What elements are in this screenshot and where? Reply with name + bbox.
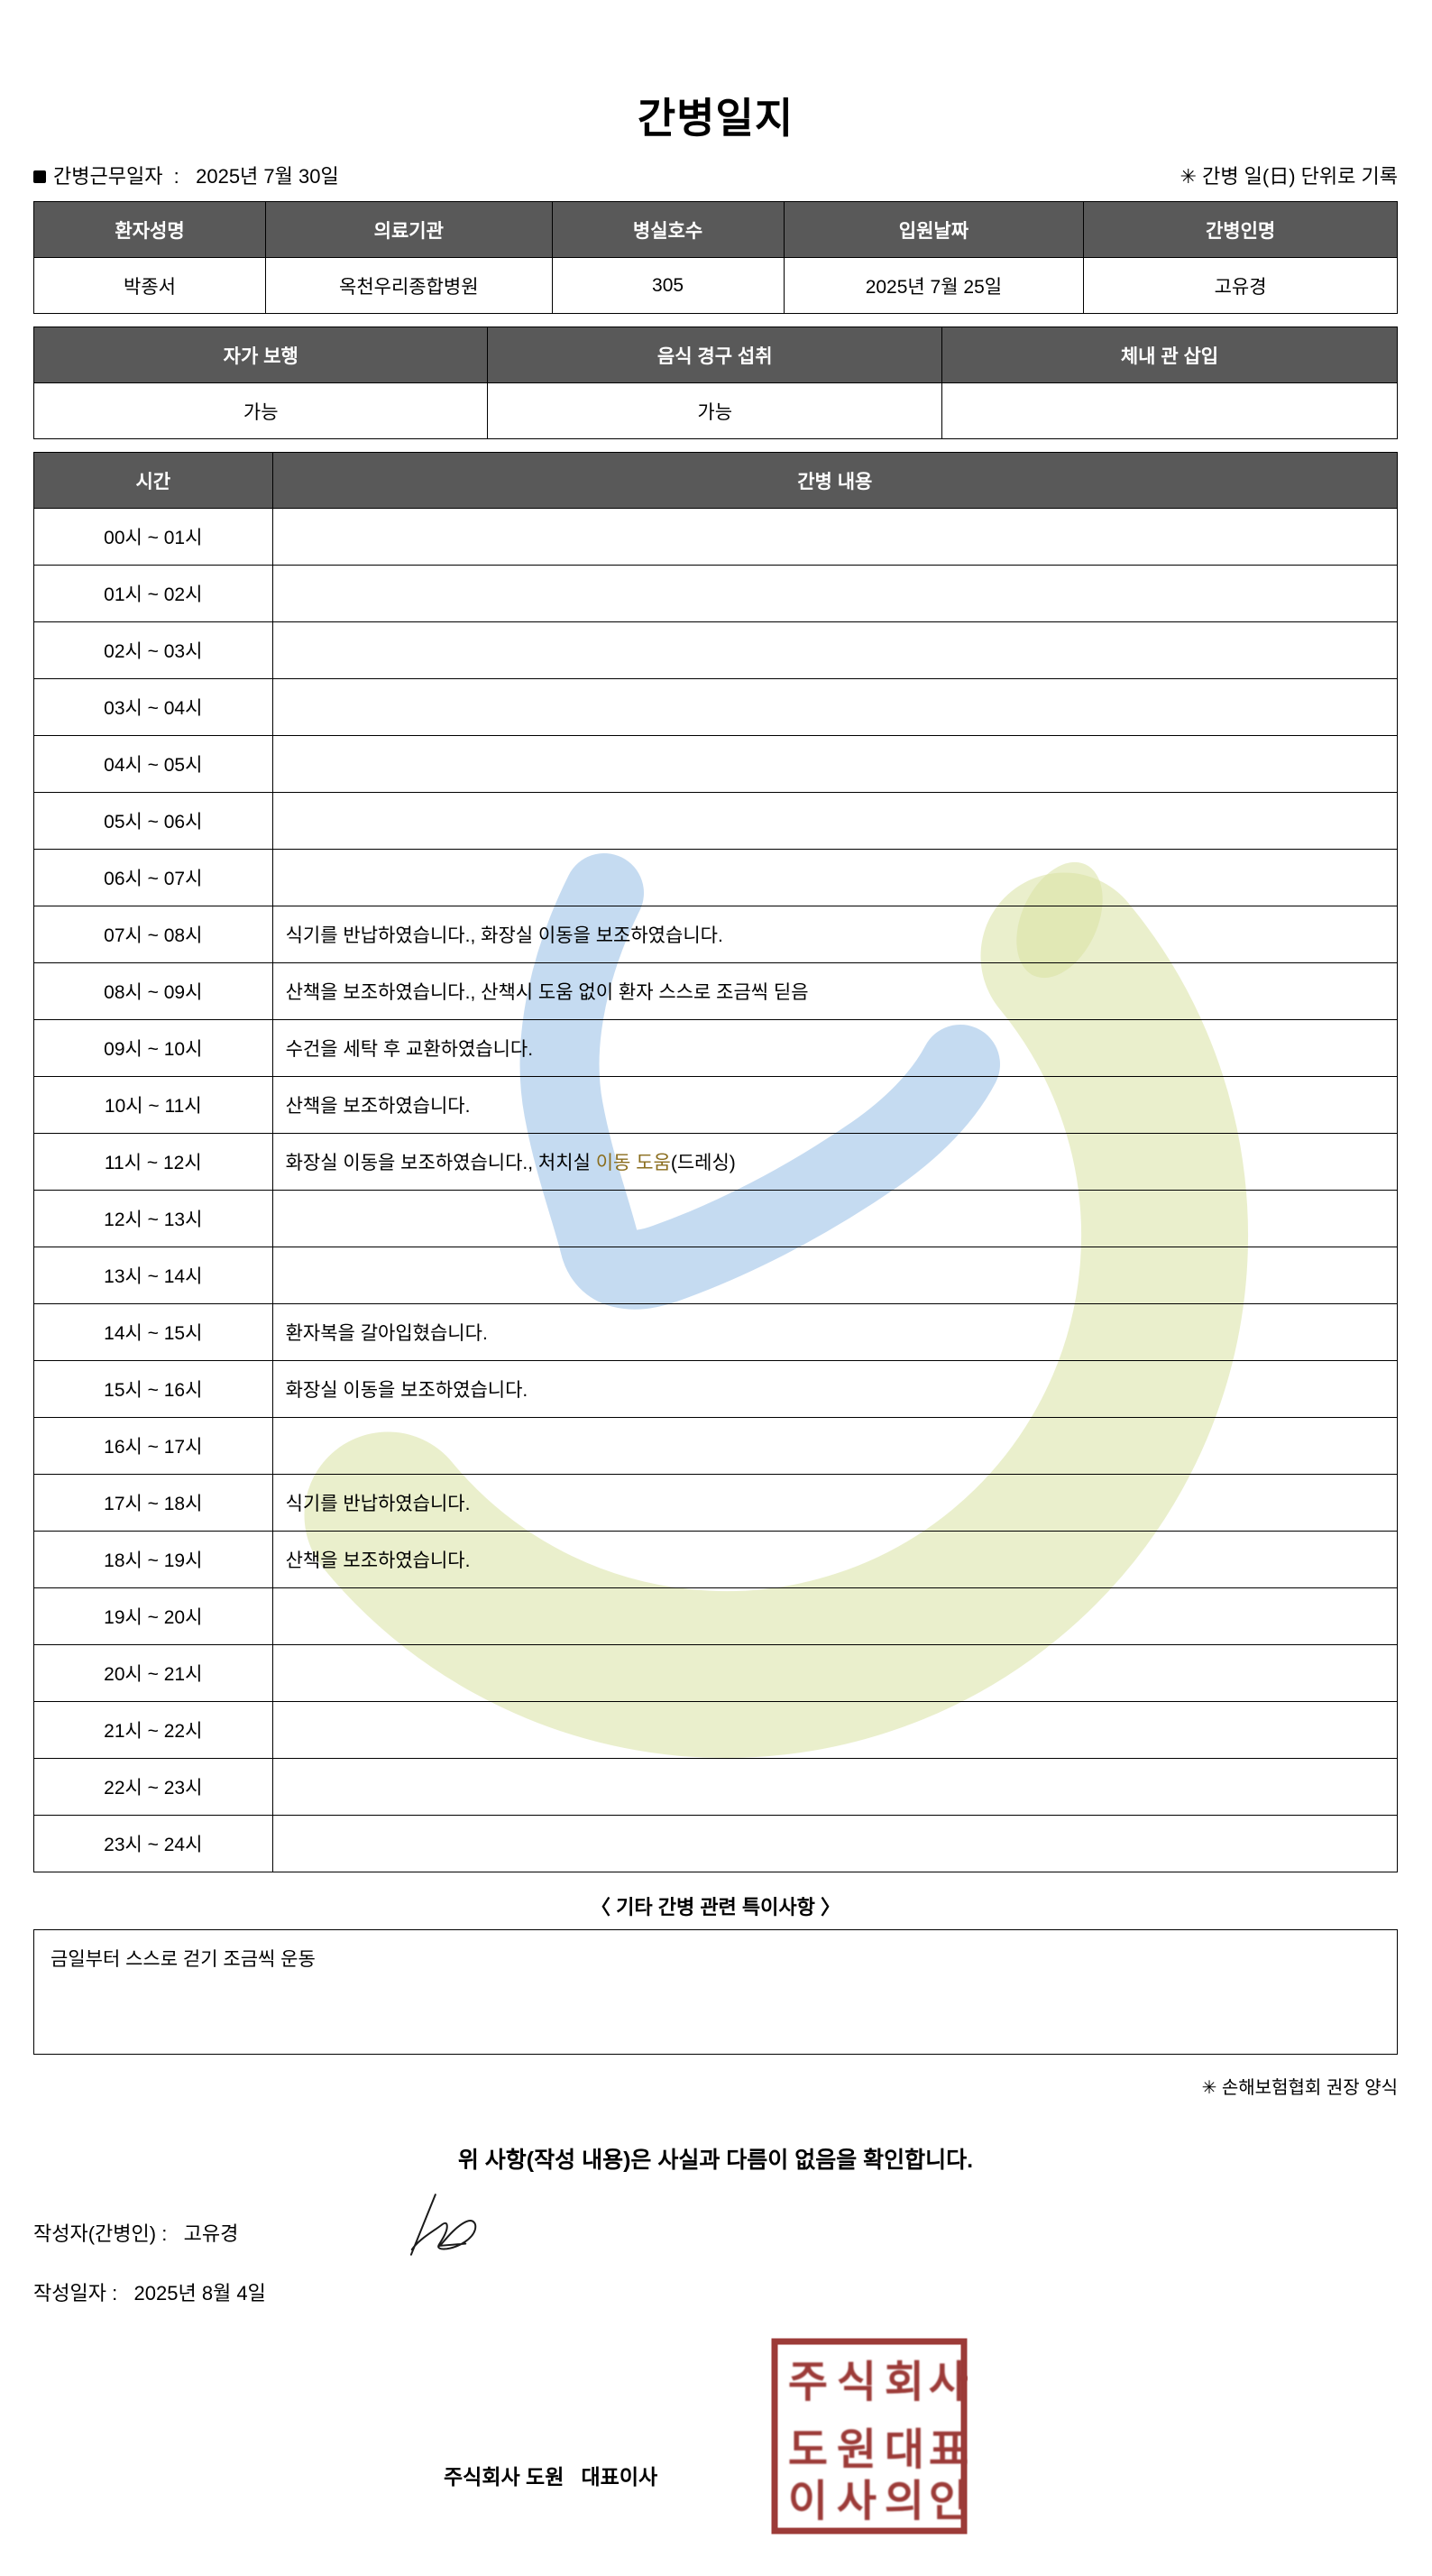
svg-text:표: 표 (929, 2426, 968, 2474)
svg-text:사: 사 (929, 2359, 968, 2406)
svg-text:주: 주 (788, 2359, 828, 2406)
svg-text:사: 사 (837, 2478, 877, 2525)
svg-text:이: 이 (788, 2478, 828, 2525)
svg-text:도: 도 (788, 2426, 828, 2474)
svg-text:식: 식 (837, 2359, 877, 2406)
svg-text:의: 의 (885, 2478, 924, 2525)
svg-text:대: 대 (885, 2426, 924, 2474)
svg-text:원: 원 (837, 2426, 877, 2474)
svg-text:회: 회 (885, 2359, 924, 2406)
svg-text:인: 인 (929, 2478, 968, 2525)
